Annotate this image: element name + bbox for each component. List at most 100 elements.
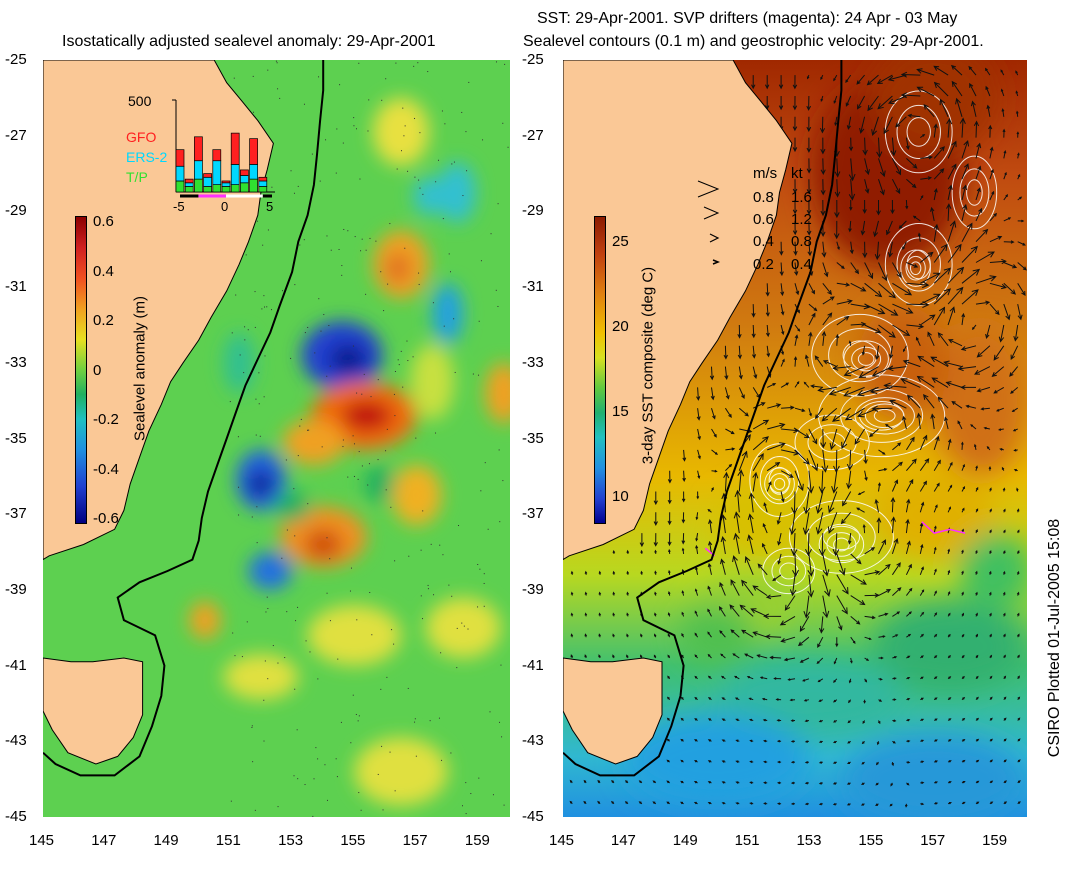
sealevel-contour bbox=[794, 414, 870, 471]
sample-dot bbox=[340, 721, 342, 723]
sample-dot bbox=[342, 446, 344, 448]
velocity-arrow bbox=[919, 194, 924, 201]
velocity-arrow bbox=[821, 449, 829, 473]
velocity-arrow bbox=[892, 698, 897, 701]
velocity-arrow bbox=[763, 613, 782, 620]
velocity-arrow bbox=[790, 760, 796, 764]
inset-bar-gfo bbox=[175, 149, 185, 167]
sample-dot bbox=[414, 176, 416, 178]
velocity-arrow bbox=[973, 120, 980, 138]
velocity-arrow bbox=[1003, 193, 1009, 201]
velocity-key-ms-2: 0.4 bbox=[753, 233, 774, 250]
inset-bar-tp bbox=[203, 186, 212, 193]
velocity-arrow bbox=[988, 570, 992, 575]
velocity-arrow bbox=[947, 739, 952, 742]
velocity-arrow bbox=[822, 312, 833, 326]
velocity-arrow bbox=[975, 508, 979, 513]
velocity-arrow bbox=[890, 497, 896, 513]
sst-colorbar-tick: 25 bbox=[612, 232, 629, 250]
velocity-arrow bbox=[799, 657, 810, 663]
velocity-arrow bbox=[843, 366, 865, 377]
velocity-arrow bbox=[933, 306, 946, 326]
right-lat-tick: -35 bbox=[522, 429, 544, 447]
left-lon-tick: 151 bbox=[215, 832, 241, 849]
velocity-arrow bbox=[767, 442, 786, 451]
right-lat-tick: -37 bbox=[522, 505, 544, 523]
velocity-arrow bbox=[1017, 196, 1023, 201]
velocity-arrow bbox=[569, 800, 573, 805]
velocity-arrow bbox=[707, 675, 712, 680]
velocity-arrow bbox=[667, 591, 671, 596]
velocity-arrow bbox=[680, 759, 684, 763]
sample-dot bbox=[422, 510, 424, 512]
sample-dot bbox=[305, 640, 307, 642]
sample-dot bbox=[314, 352, 316, 354]
right-lon-tick: 157 bbox=[920, 832, 946, 849]
velocity-arrow bbox=[797, 636, 810, 647]
sample-dot bbox=[321, 446, 323, 448]
australia-landmass bbox=[563, 60, 793, 561]
sample-dot bbox=[419, 187, 421, 189]
velocity-arrow bbox=[973, 443, 977, 451]
sample-dot bbox=[290, 170, 292, 172]
velocity-arrow bbox=[694, 675, 698, 680]
velocity-arrow bbox=[738, 407, 749, 417]
velocity-arrow bbox=[834, 116, 838, 127]
sample-dot bbox=[277, 88, 279, 90]
inset-bar-gfo bbox=[230, 132, 240, 165]
sample-dot bbox=[463, 625, 465, 627]
sst-patch bbox=[680, 605, 755, 666]
tasmania-landmass bbox=[43, 657, 144, 765]
velocity-arrow bbox=[904, 803, 908, 808]
velocity-arrow bbox=[1017, 262, 1027, 271]
velocity-arrow bbox=[652, 780, 657, 784]
velocity-arrow bbox=[724, 366, 729, 381]
velocity-arrow bbox=[985, 67, 991, 76]
velocity-arrow bbox=[878, 158, 886, 178]
velocity-arrow bbox=[832, 533, 840, 557]
velocity-arrow bbox=[905, 563, 912, 576]
velocity-arrow bbox=[697, 449, 701, 460]
velocity-arrow bbox=[975, 275, 997, 284]
sample-dot bbox=[263, 306, 265, 308]
velocity-arrow bbox=[903, 345, 907, 353]
velocity-arrow bbox=[752, 453, 764, 471]
sample-dot bbox=[406, 340, 408, 342]
velocity-arrow bbox=[944, 416, 949, 430]
velocity-arrow bbox=[1000, 69, 1005, 76]
velocity-arrow bbox=[767, 403, 782, 409]
velocity-arrow bbox=[625, 780, 629, 784]
sample-dot bbox=[441, 110, 443, 112]
velocity-arrow bbox=[961, 675, 965, 680]
velocity-arrow bbox=[856, 74, 865, 85]
velocity-arrow bbox=[570, 570, 574, 575]
velocity-arrow bbox=[1011, 407, 1018, 412]
velocity-arrow bbox=[723, 471, 730, 492]
velocity-arrow bbox=[694, 760, 698, 763]
sample-dot bbox=[264, 660, 266, 662]
velocity-arrow bbox=[697, 470, 701, 480]
velocity-arrow bbox=[957, 365, 977, 372]
sample-dot bbox=[385, 489, 387, 491]
sample-dot bbox=[290, 357, 292, 359]
velocity-arrow bbox=[667, 470, 672, 484]
inset-bar-gfo bbox=[184, 178, 194, 184]
velocity-arrow bbox=[805, 533, 812, 557]
velocity-arrow bbox=[720, 535, 727, 554]
sample-dot bbox=[400, 350, 402, 352]
velocity-arrow bbox=[840, 511, 852, 525]
velocity-arrow bbox=[815, 512, 824, 535]
velocity-arrow bbox=[696, 387, 701, 401]
velocity-arrow bbox=[844, 407, 865, 421]
right-lat-tick: -31 bbox=[522, 278, 544, 296]
sample-dot bbox=[352, 345, 354, 347]
velocity-arrow bbox=[975, 780, 980, 784]
sla-anomaly-patch bbox=[373, 97, 430, 166]
sample-dot bbox=[307, 326, 309, 328]
velocity-arrow bbox=[862, 137, 868, 156]
velocity-arrow bbox=[746, 676, 754, 680]
sample-dot bbox=[347, 476, 349, 478]
velocity-arrow bbox=[762, 718, 768, 722]
velocity-arrow bbox=[832, 699, 838, 703]
velocity-arrow bbox=[892, 634, 899, 638]
